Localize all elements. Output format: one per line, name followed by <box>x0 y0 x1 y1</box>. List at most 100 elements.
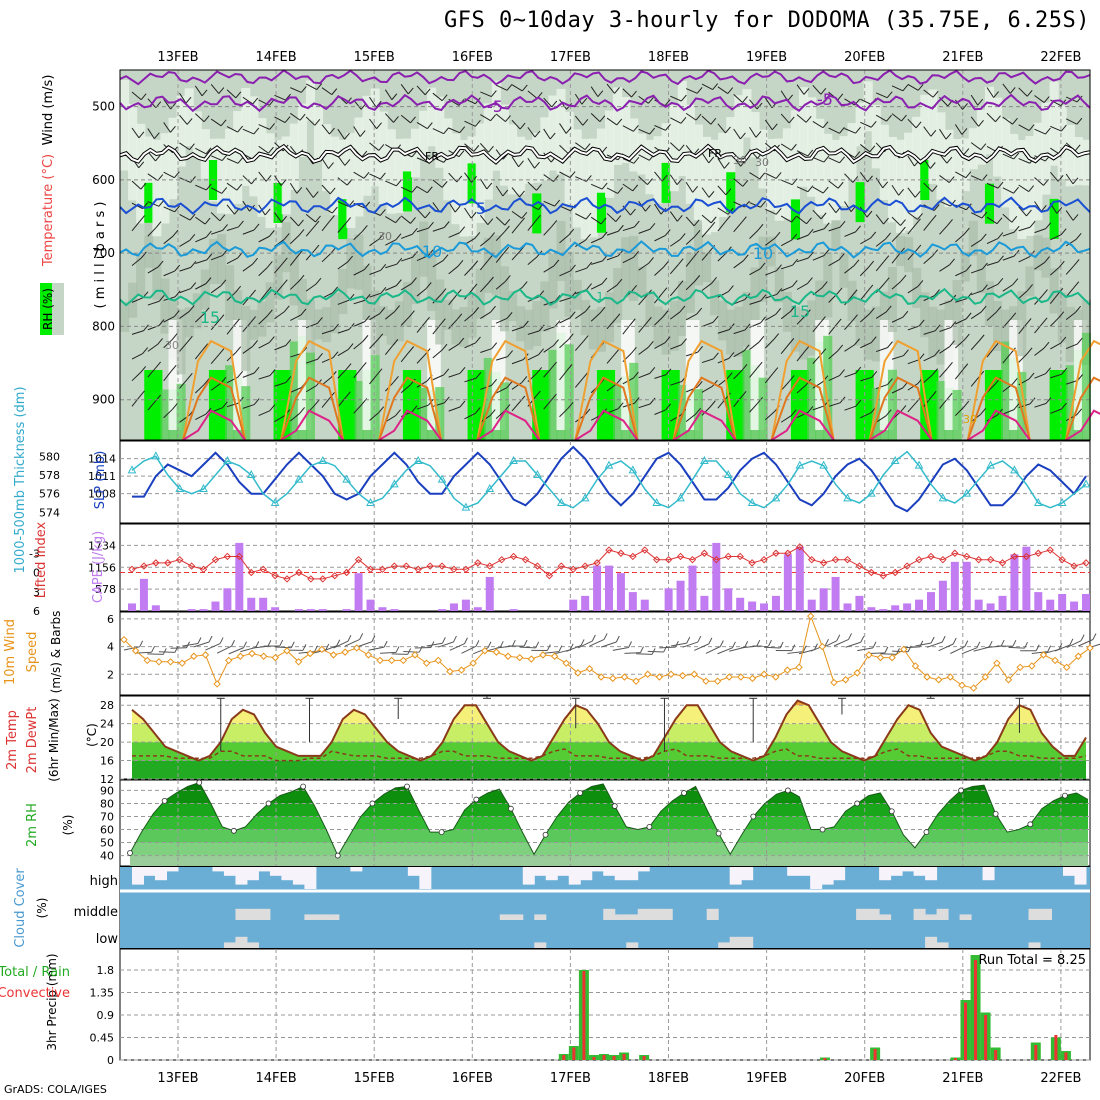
wind-barb <box>210 187 222 194</box>
wind-barb <box>859 290 869 301</box>
wind-barb-flag <box>677 280 684 287</box>
wind10-barb <box>449 643 465 651</box>
rh-fill-dark <box>305 299 315 365</box>
wind10-barb-flag <box>441 637 446 644</box>
rh-fill-dark <box>710 280 720 316</box>
wind-barb-flag <box>585 212 592 220</box>
wind-barb-flag <box>237 125 244 133</box>
isotherm-label: 30 <box>378 230 392 243</box>
wind10-barb-flag <box>359 633 364 640</box>
isotherm-label: -5 <box>817 90 833 109</box>
wind-barb-flag <box>614 313 621 321</box>
wind10-barb <box>682 641 698 648</box>
rh-fill-light <box>508 124 518 195</box>
wind10-frame <box>119 611 1091 696</box>
wind-barb-flag <box>411 405 418 412</box>
wind-barb <box>432 179 443 188</box>
wind-barb-flag <box>412 250 418 258</box>
wind-barb-flag <box>742 180 749 187</box>
wind10-point <box>702 677 710 685</box>
wind-barb-flag <box>645 204 651 212</box>
cloud-high-bar <box>223 867 236 876</box>
wind10-barb-flag <box>371 635 376 642</box>
wind-barb <box>147 151 156 162</box>
wind10-barb-flag <box>1035 644 1040 651</box>
wind10-barb <box>391 653 408 655</box>
wind-barb <box>1002 284 1014 292</box>
wind-barb <box>638 176 648 185</box>
wind-barb-flag <box>474 232 481 239</box>
lifted-index-point <box>1070 562 1078 570</box>
wind-barb <box>1065 118 1078 125</box>
thickness-point <box>1033 497 1043 506</box>
wind10-barb-flag <box>744 641 749 648</box>
wind-barb-flag <box>1028 372 1035 380</box>
cloud-high-bar <box>890 867 903 876</box>
wind10-barb-flag <box>952 637 957 645</box>
wind-barb-flag <box>820 87 827 95</box>
temp-band-fill <box>132 705 1086 724</box>
rh-fill-bright <box>144 370 163 440</box>
rh-fill-green <box>370 355 380 440</box>
wind-barb <box>242 96 254 105</box>
wind10-point <box>341 648 349 656</box>
wind-barb <box>480 384 492 390</box>
wind-barb <box>796 257 809 263</box>
rh-fill-dark <box>1065 306 1075 362</box>
wind-barb-flag <box>1076 95 1083 103</box>
wind-barb-flag <box>934 289 940 296</box>
wind-barb <box>385 239 397 246</box>
wind10-barb <box>566 644 582 652</box>
wind10-point <box>1051 656 1059 665</box>
rh-fill-light <box>241 87 251 186</box>
wind-barb-flag <box>836 287 843 295</box>
wind-barb <box>812 322 821 333</box>
thickness-series <box>131 450 1087 509</box>
wind-barb-flag <box>553 175 559 182</box>
wind-barb-flag <box>443 127 450 134</box>
wind-barb <box>875 261 885 272</box>
wind-barb-flag <box>823 249 830 256</box>
wind-barb-flag <box>205 147 212 155</box>
wind-barb-flag <box>459 226 466 234</box>
wind10-barb-flag <box>591 634 596 642</box>
precip-convective-bar <box>602 1055 606 1060</box>
rh-band-fill <box>130 816 1088 830</box>
cloud-high-bar <box>534 867 547 876</box>
wind-barb-flag <box>1060 228 1067 236</box>
cape-bar <box>128 603 136 611</box>
rh-fill-dark <box>904 237 914 273</box>
wind-barb-flag <box>504 275 511 282</box>
wind-barb-flag <box>158 199 165 207</box>
cape-bar <box>700 595 709 611</box>
wind-barb <box>179 239 191 247</box>
wind-barb <box>574 341 584 351</box>
wind10-point <box>818 642 827 651</box>
wind10-barb <box>903 646 920 649</box>
wind-barb-flag <box>963 400 970 408</box>
cape-bar <box>223 588 232 611</box>
wind-barb <box>305 83 317 91</box>
cloud-high-bar <box>292 867 305 885</box>
wind-barb <box>986 182 999 189</box>
cloud-middle-bar <box>649 908 662 920</box>
top-date-label: 16FEB <box>452 50 493 65</box>
lifted-index-point <box>617 549 625 557</box>
wind-barb <box>448 127 460 134</box>
wind-barb-flag <box>867 284 874 292</box>
wind-barb-flag <box>681 338 687 346</box>
lifted-index-point <box>462 565 470 573</box>
wind-barb <box>337 223 347 233</box>
wind-barb-flag <box>157 338 163 345</box>
wind-barb <box>479 178 488 190</box>
wind-barb-flag <box>283 233 290 240</box>
wind10-barb <box>461 645 477 654</box>
wind-barb <box>511 84 523 92</box>
wind-barb-flag <box>441 343 448 351</box>
rh-fill-light <box>847 123 857 181</box>
wind-barb-flag <box>551 220 558 227</box>
rh-fill-light <box>920 94 930 194</box>
cloud-high-bar <box>235 867 248 885</box>
thickness-point <box>366 497 375 506</box>
wind-barb-flag <box>264 208 271 216</box>
